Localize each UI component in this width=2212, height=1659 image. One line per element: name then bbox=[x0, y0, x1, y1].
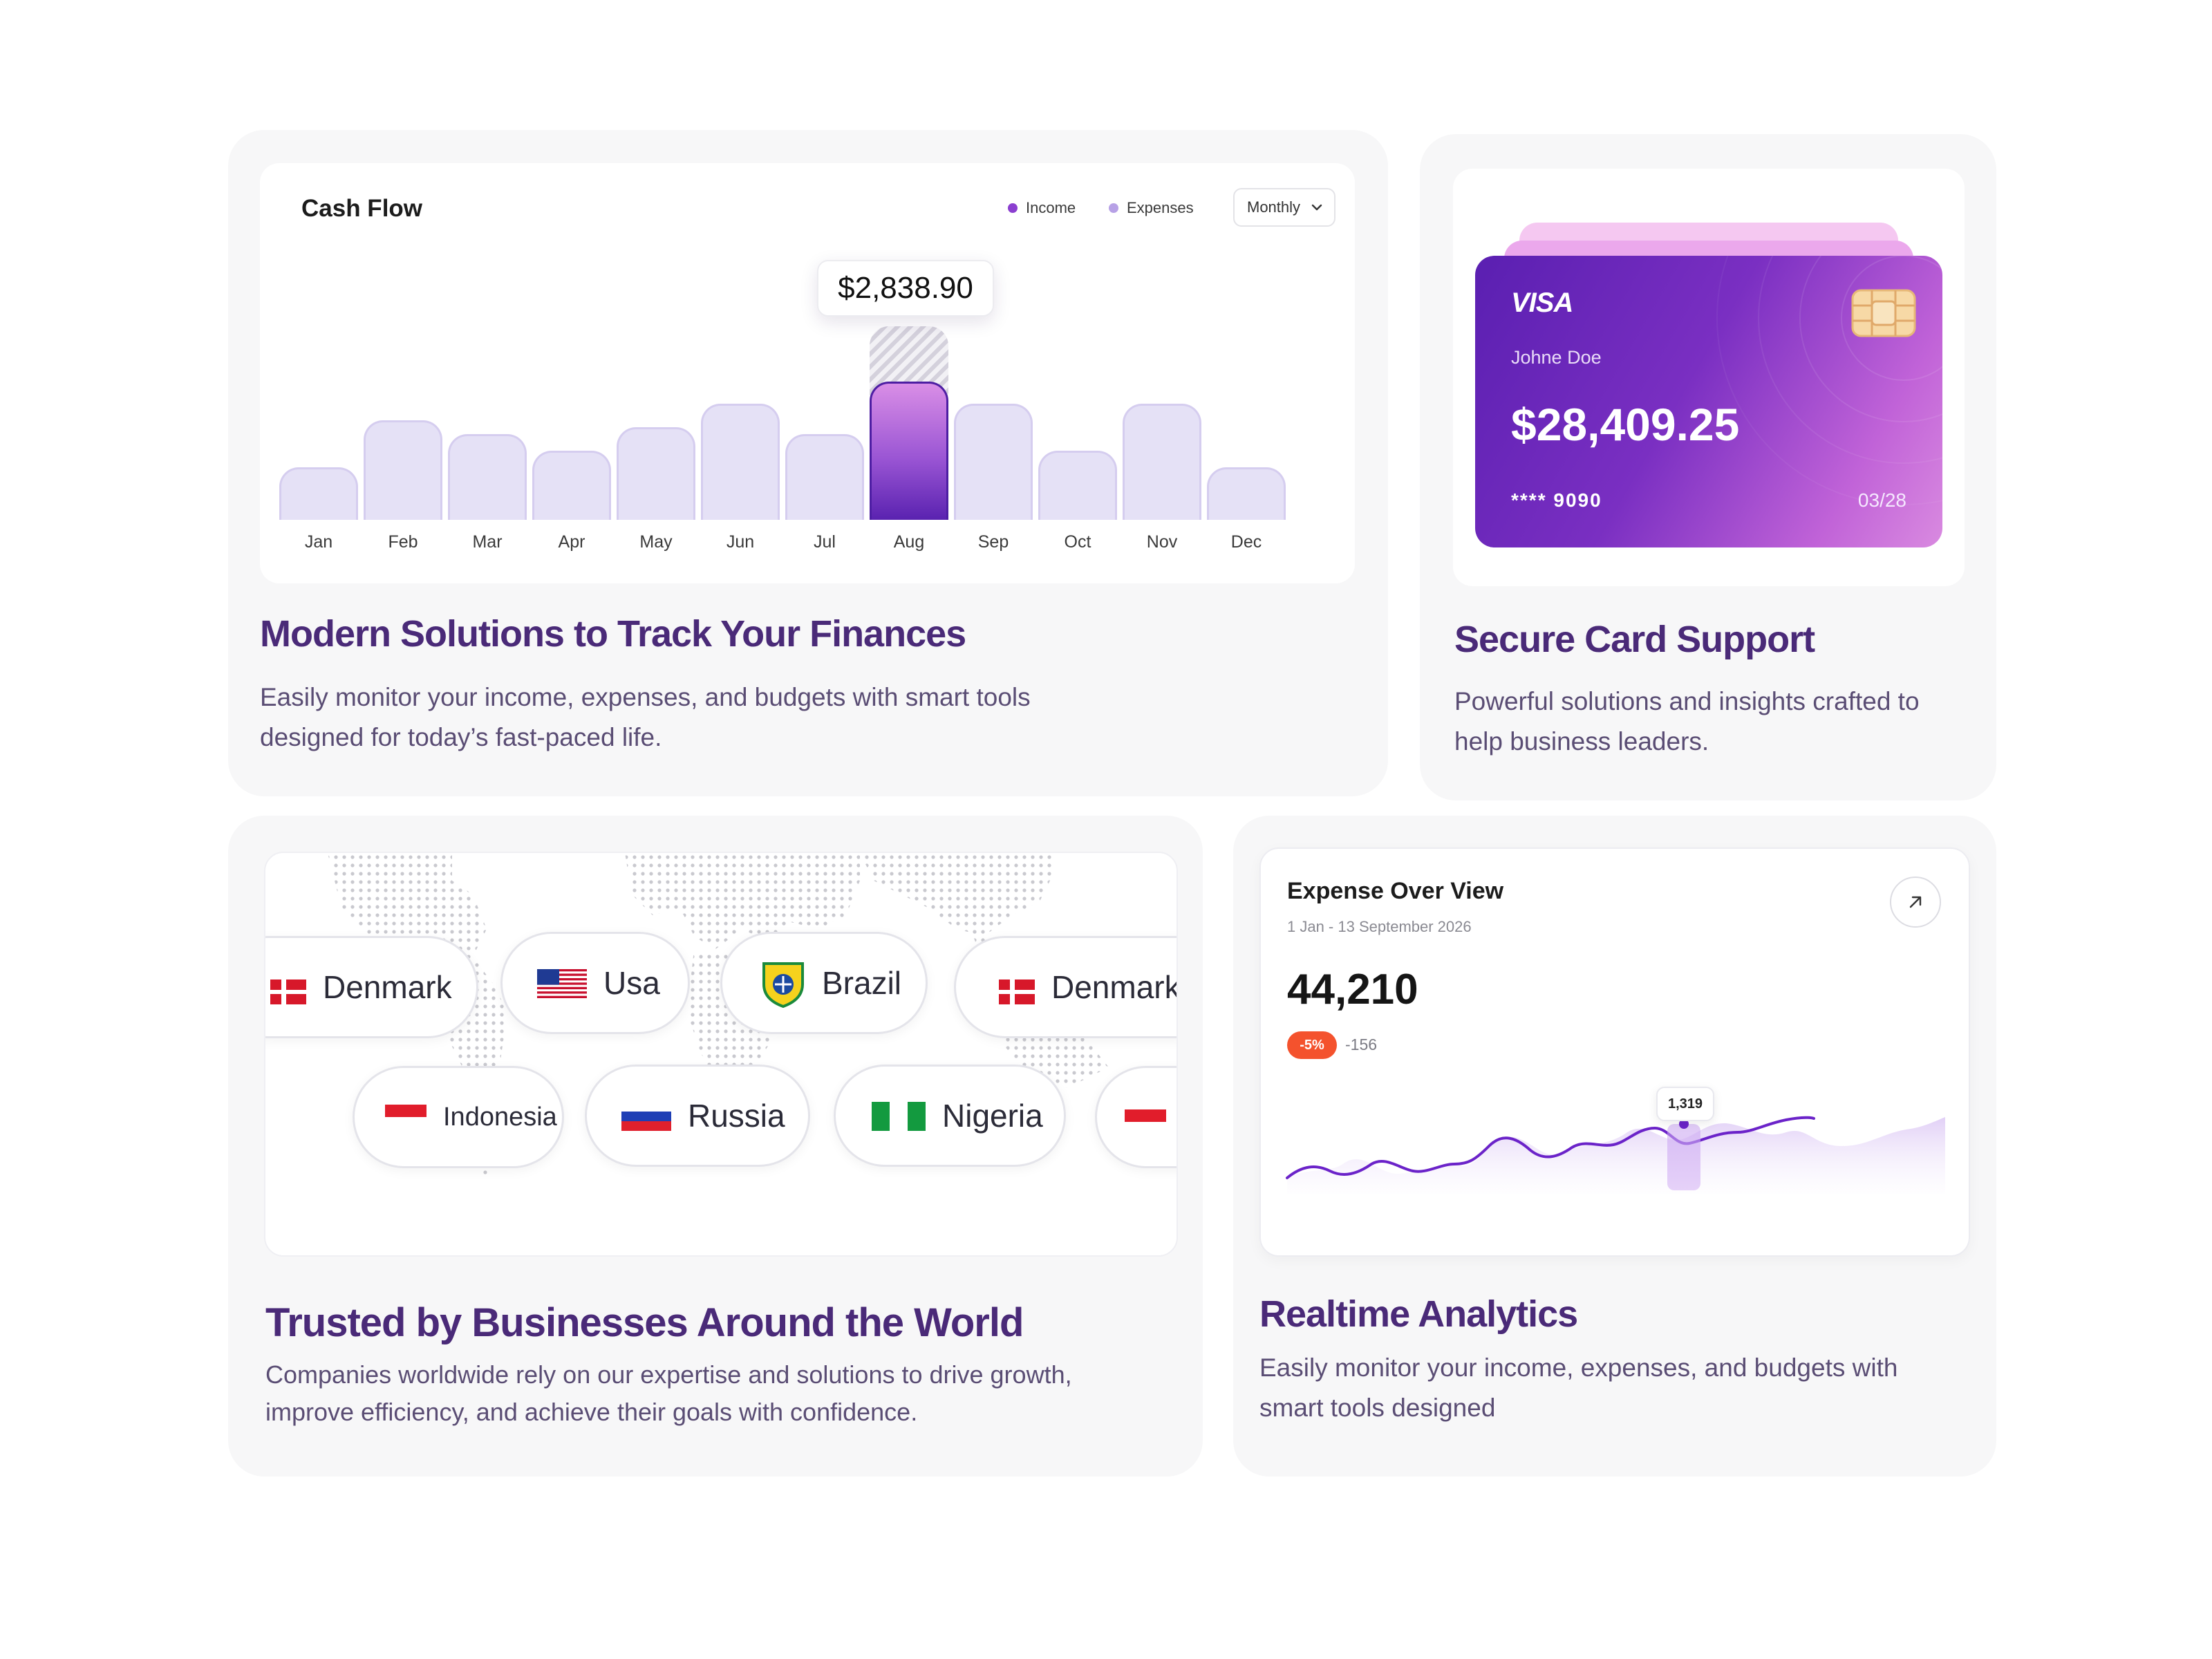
month-label-oct: Oct bbox=[1064, 532, 1091, 552]
bar-aug[interactable] bbox=[870, 382, 948, 520]
legend-income-label: Income bbox=[1026, 199, 1076, 216]
trusted-description-line1: Companies worldwide rely on our expertis… bbox=[265, 1360, 1072, 1389]
country-pill-denmark-2[interactable]: Denmark bbox=[954, 936, 1178, 1038]
trusted-description-line2: improve efficiency, and achieve their go… bbox=[265, 1398, 918, 1426]
expense-overview-title: Expense Over View bbox=[1287, 878, 1504, 904]
country-name-usa: Usa bbox=[603, 965, 660, 1001]
country-pill-indonesia[interactable]: Indonesia bbox=[353, 1066, 564, 1168]
open-details-button[interactable] bbox=[1890, 877, 1941, 928]
bar-jul[interactable] bbox=[785, 434, 864, 520]
chevron-down-icon bbox=[1311, 204, 1322, 211]
legend-income: Income bbox=[1008, 199, 1076, 217]
month-label-jul: Jul bbox=[814, 532, 836, 552]
card-number: **** 9090 bbox=[1511, 489, 1602, 511]
bar-apr[interactable] bbox=[532, 451, 611, 520]
expense-total-value: 44,210 bbox=[1287, 966, 1418, 1013]
visa-logo: VISA bbox=[1511, 288, 1573, 318]
world-map-dots bbox=[328, 853, 1109, 1178]
countries-panel: Denmark Usa Brazil bbox=[264, 852, 1178, 1257]
indonesia-flag-icon bbox=[385, 1105, 427, 1130]
legend-expenses-label: Expenses bbox=[1127, 199, 1194, 216]
month-label-aug: Aug bbox=[893, 532, 925, 552]
bar-mar[interactable] bbox=[448, 434, 527, 520]
bar-dec[interactable] bbox=[1207, 467, 1286, 520]
country-pill-brazil[interactable]: Brazil bbox=[720, 932, 928, 1034]
cash-flow-chart-panel: Cash Flow Income Expenses Monthly Jan Feb… bbox=[260, 163, 1355, 583]
country-pill-usa[interactable]: Usa bbox=[500, 932, 690, 1034]
bar-jan[interactable] bbox=[279, 467, 358, 520]
bar-may[interactable] bbox=[617, 427, 695, 520]
denmark-flag-icon bbox=[270, 975, 306, 1004]
country-pill-denmark[interactable]: Denmark bbox=[265, 936, 478, 1038]
card-expiry: 03/28 bbox=[1857, 489, 1906, 511]
secure-card-feature-card: VISA Johne Doe $28,409.25 **** 9090 03/2… bbox=[1420, 134, 1996, 800]
month-label-jun: Jun bbox=[726, 532, 755, 552]
cash-flow-feature-card: Cash Flow Income Expenses Monthly Jan Feb… bbox=[228, 130, 1388, 796]
period-dropdown-value: Monthly bbox=[1247, 198, 1301, 216]
trusted-heading: Trusted by Businesses Around the World bbox=[265, 1300, 1024, 1345]
secure-heading: Secure Card Support bbox=[1454, 619, 1815, 660]
month-label-apr: Apr bbox=[558, 532, 585, 552]
analytics-feature-card: Expense Over View 1 Jan - 13 September 2… bbox=[1233, 816, 1996, 1477]
chip-icon bbox=[1851, 289, 1916, 337]
finance-heading: Modern Solutions to Track Your Finances bbox=[260, 613, 966, 655]
finance-description-line2: designed for today’s fast-paced life. bbox=[260, 723, 662, 751]
bar-oct[interactable] bbox=[1038, 451, 1117, 520]
expense-trend-line-chart bbox=[1286, 1116, 1945, 1194]
visa-credit-card[interactable]: VISA Johne Doe $28,409.25 **** 9090 03/2… bbox=[1475, 256, 1942, 547]
bar-sep[interactable] bbox=[954, 404, 1033, 520]
arrow-up-right-icon bbox=[1909, 896, 1922, 908]
month-label-nov: Nov bbox=[1146, 532, 1178, 552]
denmark-flag-icon bbox=[999, 975, 1035, 1004]
month-label-jan: Jan bbox=[304, 532, 333, 552]
bar-feb[interactable] bbox=[364, 420, 442, 520]
brazil-crest-icon bbox=[761, 958, 805, 1009]
cash-flow-bar-chart: Jan Feb Mar Apr May Jun Jul Aug Sep Oct Nov Dec bbox=[260, 163, 1352, 583]
russia-flag-icon bbox=[621, 1101, 671, 1131]
expense-date-range: 1 Jan - 13 September 2026 bbox=[1287, 918, 1472, 935]
expense-chart-tooltip: 1,319 bbox=[1656, 1087, 1714, 1121]
country-name-brazil: Brazil bbox=[822, 965, 902, 1001]
usa-flag-icon bbox=[537, 968, 587, 998]
trusted-feature-card: Denmark Usa Brazil bbox=[228, 816, 1203, 1477]
month-label-mar: Mar bbox=[472, 532, 503, 552]
month-label-feb: Feb bbox=[388, 532, 418, 552]
cash-flow-title: Cash Flow bbox=[301, 195, 423, 222]
analytics-description-line1: Easily monitor your income, expenses, an… bbox=[1259, 1353, 1898, 1382]
analytics-heading: Realtime Analytics bbox=[1259, 1293, 1578, 1335]
country-name-indonesia: Indonesia bbox=[443, 1102, 557, 1132]
month-label-may: May bbox=[639, 532, 673, 552]
card-wave-pattern bbox=[1716, 256, 1942, 505]
indonesia-flag-icon bbox=[1125, 1105, 1166, 1134]
country-pill-russia[interactable]: Russia bbox=[585, 1065, 810, 1167]
secure-description-line2: help business leaders. bbox=[1454, 727, 1709, 756]
analytics-description-line2: smart tools designed bbox=[1259, 1394, 1496, 1422]
income-dot-icon bbox=[1008, 203, 1018, 213]
card-balance: $28,409.25 bbox=[1511, 399, 1740, 450]
visa-card-panel: VISA Johne Doe $28,409.25 **** 9090 03/2… bbox=[1453, 169, 1965, 586]
expenses-dot-icon bbox=[1109, 203, 1118, 213]
period-dropdown[interactable]: Monthly bbox=[1233, 188, 1335, 227]
bar-jun[interactable] bbox=[701, 404, 780, 520]
secure-description-line1: Powerful solutions and insights crafted … bbox=[1454, 687, 1920, 715]
bar-nov[interactable] bbox=[1123, 404, 1201, 520]
country-pill-nigeria[interactable]: Nigeria bbox=[834, 1065, 1066, 1167]
country-name-nigeria: Nigeria bbox=[942, 1098, 1043, 1134]
card-holder-name: Johne Doe bbox=[1511, 347, 1602, 368]
finance-description-line1: Easily monitor your income, expenses, an… bbox=[260, 683, 1031, 711]
month-label-sep: Sep bbox=[977, 532, 1009, 552]
country-name-denmark: Denmark bbox=[323, 969, 452, 1005]
expense-overview-panel: Expense Over View 1 Jan - 13 September 2… bbox=[1259, 847, 1970, 1257]
month-label-dec: Dec bbox=[1230, 532, 1262, 552]
country-name-denmark-2: Denmark bbox=[1051, 969, 1178, 1005]
country-pill-partial[interactable] bbox=[1095, 1066, 1177, 1168]
nigeria-flag-icon bbox=[872, 1101, 926, 1131]
expense-change-delta: -156 bbox=[1345, 1035, 1378, 1053]
legend-expenses: Expenses bbox=[1109, 199, 1194, 217]
chart-tooltip: $2,838.90 bbox=[817, 260, 994, 317]
country-name-russia: Russia bbox=[688, 1098, 785, 1134]
expense-change-badge: -5% bbox=[1287, 1031, 1337, 1059]
